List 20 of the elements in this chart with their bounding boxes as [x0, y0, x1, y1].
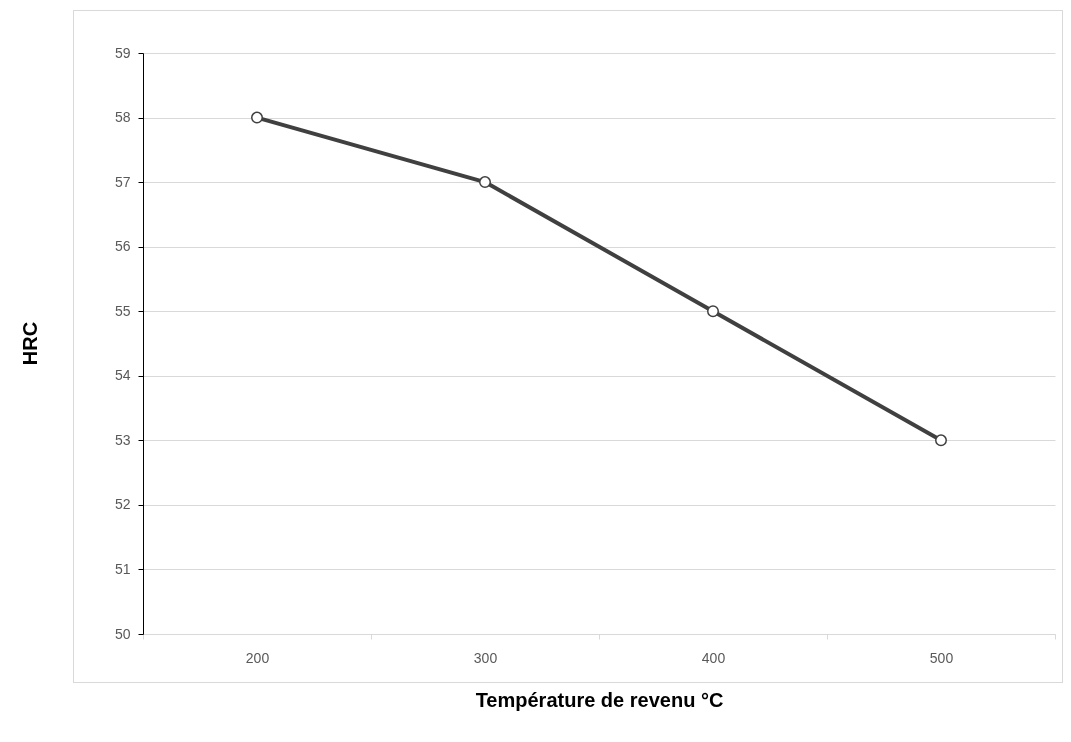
- y-axis-title: HRC: [18, 321, 41, 366]
- y-tick-label: 53: [114, 431, 131, 448]
- x-tick-label: 500: [929, 649, 954, 666]
- point: [479, 176, 491, 189]
- y-tick-label: 57: [114, 173, 131, 190]
- y-tick-label: 52: [114, 496, 131, 513]
- point: [935, 434, 947, 447]
- x-axis-title: Température de revenu °C: [475, 688, 724, 711]
- y-tick-label: 59: [114, 44, 131, 61]
- x-tick-label: 400: [701, 649, 726, 666]
- y-tick-label: 50: [114, 625, 131, 642]
- point: [251, 111, 263, 124]
- y-tick-label: 54: [114, 367, 131, 384]
- y-tick-label: 58: [114, 109, 131, 126]
- y-tick-label: 55: [114, 302, 131, 319]
- y-tick-label: 51: [114, 560, 131, 577]
- x-tick-label: 200: [245, 649, 270, 666]
- point: [707, 305, 719, 318]
- x-tick-label: 300: [473, 649, 498, 666]
- y-tick-label: 56: [114, 238, 131, 255]
